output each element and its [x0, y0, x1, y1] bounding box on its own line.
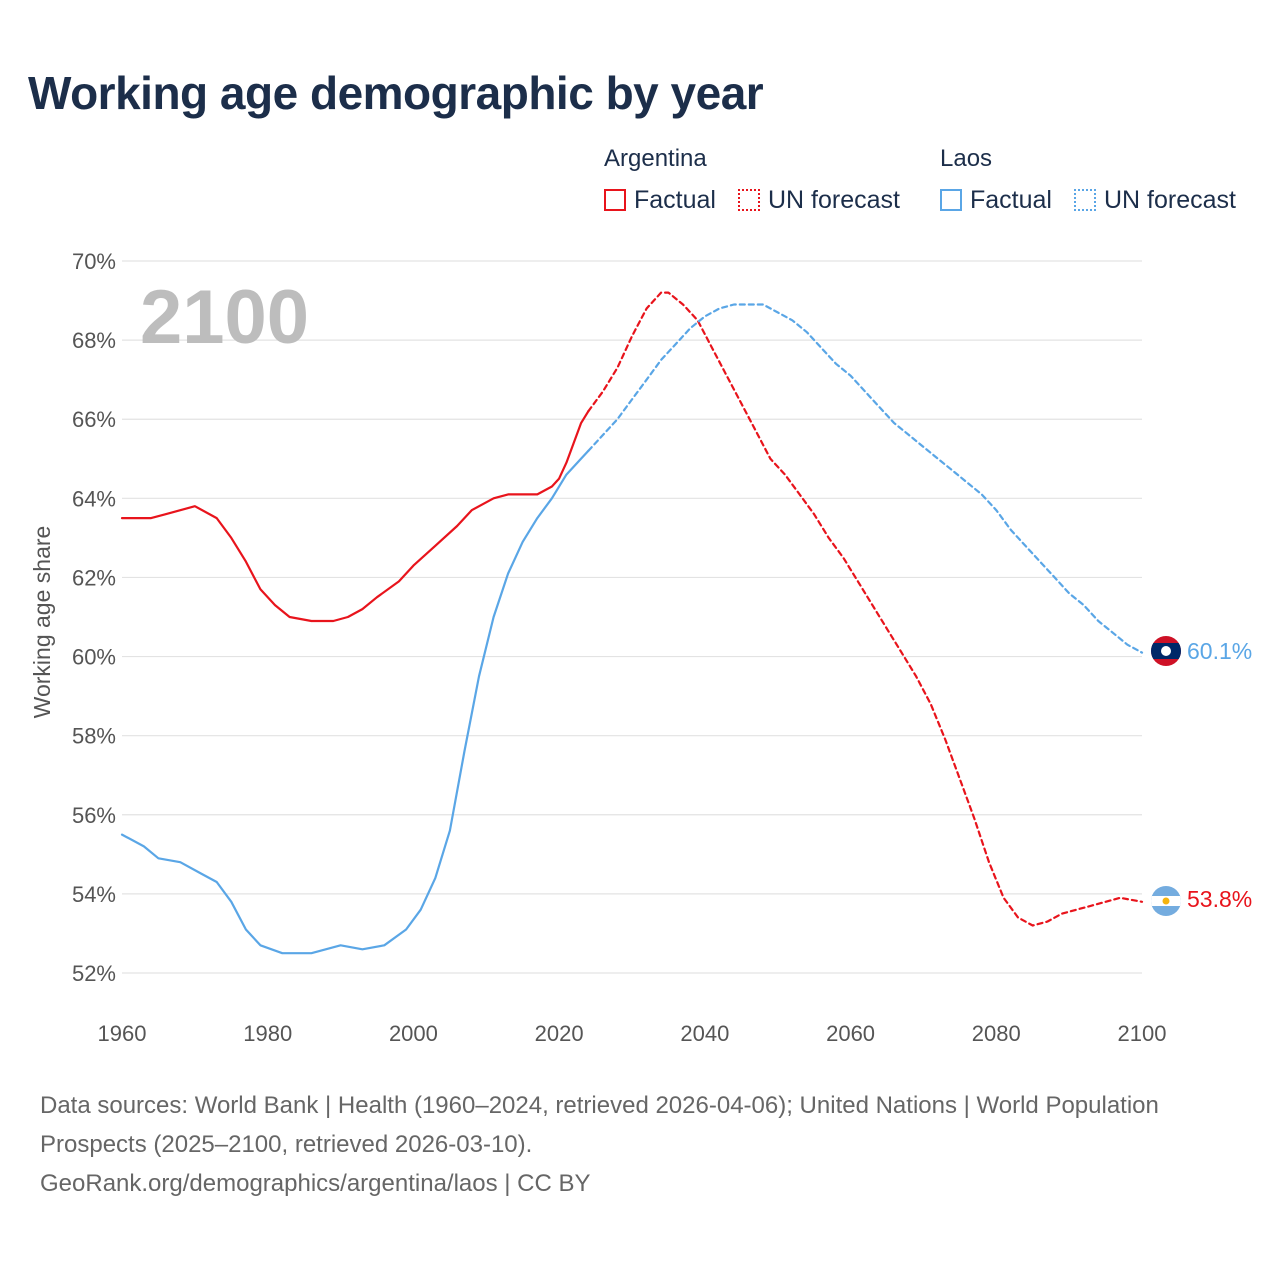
legend-swatch-solid-red [604, 189, 626, 211]
series-line-laos-forecast [587, 303, 1144, 654]
legend-swatch-dotted-red [738, 189, 760, 211]
legend-title-argentina: Argentina [604, 145, 707, 172]
argentina-end-marker [1151, 886, 1181, 916]
legend-argentina-forecast[interactable]: UN forecast [738, 185, 900, 215]
legend-swatch-dotted-blue [1074, 189, 1096, 211]
y-tick-label: 70% [72, 249, 116, 274]
y-tick-label: 64% [72, 486, 116, 511]
x-tick-label: 2080 [972, 1021, 1021, 1046]
legend-title-laos: Laos [940, 145, 993, 172]
line-chart: 52% 54% 56% 58% 60% 62% 64% 66% 68% 70% 1960 1980 2… [29, 249, 1252, 1046]
x-tick-label: 1960 [98, 1021, 147, 1046]
y-axis-ticks: 52% 54% 56% 58% 60% 62% 64% 66% 68% 70% [72, 249, 116, 986]
x-tick-label: 2040 [680, 1021, 729, 1046]
end-label-laos: 60.1% [1187, 638, 1252, 664]
year-overlay: 2100 [140, 275, 309, 360]
y-tick-label: 66% [72, 407, 116, 432]
legend-label: Factual [634, 185, 716, 214]
legend-swatch-solid-blue [940, 189, 962, 211]
y-tick-label: 60% [72, 645, 116, 670]
laos-end-marker [1151, 636, 1181, 666]
series [120, 291, 1144, 955]
legend-label: UN forecast [768, 185, 900, 214]
x-tick-label: 2020 [535, 1021, 584, 1046]
legend-argentina-factual[interactable]: Factual [604, 185, 716, 215]
x-tick-label: 2060 [826, 1021, 875, 1046]
legend-laos-factual[interactable]: Factual [940, 185, 1052, 215]
x-tick-label: 2100 [1118, 1021, 1167, 1046]
x-axis-ticks: 1960 1980 2000 2020 2040 2060 2080 2100 [98, 1021, 1167, 1046]
y-axis-label: Working age share [29, 526, 55, 719]
gridlines [122, 260, 1142, 974]
y-tick-label: 52% [72, 961, 116, 986]
y-tick-label: 68% [72, 328, 116, 353]
y-tick-label: 56% [72, 803, 116, 828]
y-tick-label: 54% [72, 882, 116, 907]
series-line-argentina-factual [120, 410, 590, 623]
x-tick-label: 2000 [389, 1021, 438, 1046]
y-tick-label: 62% [72, 565, 116, 590]
end-label-argentina: 53.8% [1187, 886, 1252, 912]
series-line-laos-factual [120, 449, 590, 955]
series-line-argentina-forecast [587, 291, 1144, 927]
page-title: Working age demographic by year [28, 67, 764, 119]
y-tick-label: 58% [72, 724, 116, 749]
source-line: GeoRank.org/demographics/argentina/laos … [40, 1170, 591, 1197]
legend-laos-forecast[interactable]: UN forecast [1074, 185, 1236, 215]
source-note: Data sources: World Bank | Health (1960–… [40, 1086, 1190, 1203]
source-line: Data sources: World Bank | Health (1960–… [40, 1092, 1159, 1158]
legend-label: UN forecast [1104, 185, 1236, 214]
x-tick-label: 1980 [243, 1021, 292, 1046]
legend-label: Factual [970, 185, 1052, 214]
